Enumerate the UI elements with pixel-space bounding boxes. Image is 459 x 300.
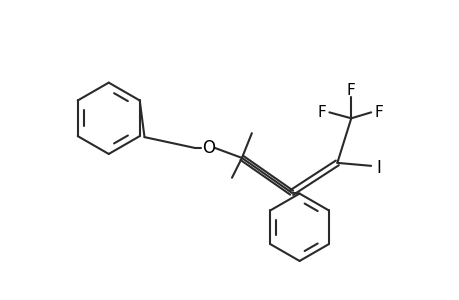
Text: O: O <box>201 139 214 157</box>
Text: F: F <box>374 105 383 120</box>
Text: F: F <box>346 83 355 98</box>
Text: F: F <box>316 105 325 120</box>
Text: I: I <box>376 159 381 177</box>
